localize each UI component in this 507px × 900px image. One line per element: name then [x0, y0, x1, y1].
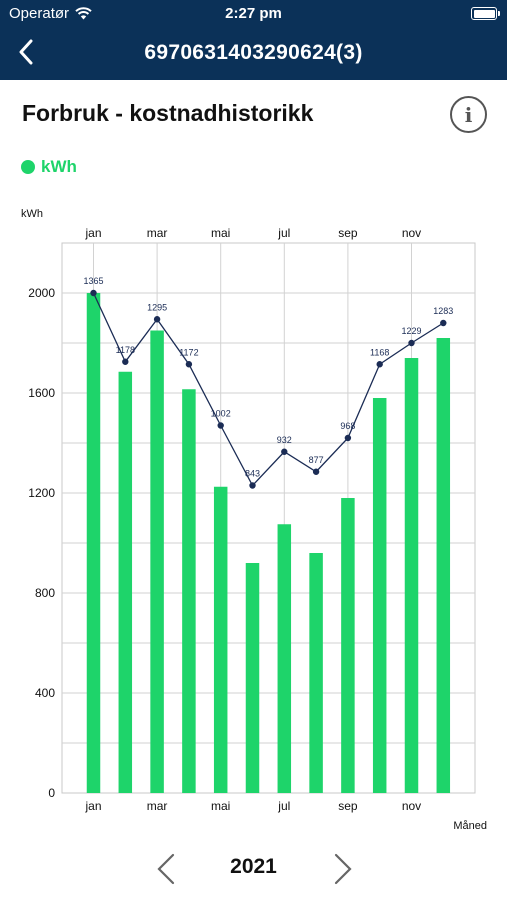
x-tick-label-bottom: mai: [211, 799, 230, 813]
x-tick-label-bottom: jul: [277, 799, 290, 813]
data-label: 1178: [116, 345, 135, 355]
data-label: 877: [309, 455, 324, 465]
y-tick-label: 2000: [28, 286, 55, 300]
x-tick-label-top: jul: [277, 226, 290, 240]
year-label: 2021: [230, 855, 277, 878]
bar: [213, 486, 228, 793]
bar: [118, 371, 133, 793]
line-point: [217, 422, 224, 429]
line-point: [312, 468, 320, 475]
consumption-chart: kWh 0 400 800 1200 1600 2000 jan jan mar mar mai mai…: [21, 208, 487, 832]
x-tick-label-top: mar: [147, 226, 168, 240]
carrier-label: Operatør: [9, 5, 70, 22]
bar: [436, 338, 451, 793]
navigation-bar: 6970631403290624(3): [0, 30, 507, 76]
x-tick-label-bottom: jan: [84, 799, 101, 813]
data-label: 1168: [370, 347, 389, 357]
x-tick-label-top: jan: [84, 226, 101, 240]
line-point: [153, 316, 161, 323]
data-label: 1002: [211, 409, 231, 419]
bar: [150, 330, 164, 793]
status-time: 2:27 pm: [225, 5, 282, 22]
next-year-button[interactable]: [331, 852, 355, 886]
status-bar: Operatør 2:27 pm: [0, 0, 507, 28]
bar: [245, 563, 260, 793]
bar: [341, 498, 355, 793]
data-label: 1229: [401, 326, 421, 336]
plot-frame: [61, 242, 476, 794]
bar: [309, 553, 323, 793]
x-tick-label-bottom: sep: [338, 799, 358, 813]
bar: [86, 293, 101, 793]
chevron-left-icon: [19, 39, 33, 65]
year-navigator: 2021: [0, 846, 507, 890]
legend-label: kWh: [41, 157, 77, 176]
line-point: [249, 482, 256, 489]
data-label: 932: [277, 435, 292, 445]
bar: [404, 358, 419, 793]
y-tick-label: 800: [35, 586, 55, 600]
x-tick-label-top: sep: [338, 226, 358, 240]
x-tick-label-top: nov: [402, 226, 421, 240]
bar: [277, 524, 292, 793]
info-icon: i: [464, 102, 473, 127]
data-label: 1283: [433, 306, 453, 316]
line-point: [344, 434, 352, 442]
x-tick-label-bottom: mar: [147, 799, 168, 813]
data-label: 1365: [83, 276, 103, 286]
y-tick-label: 400: [35, 686, 55, 700]
bar: [182, 389, 196, 793]
nav-title: 6970631403290624(3): [144, 41, 363, 64]
x-axis-label: Måned: [453, 820, 487, 832]
info-button[interactable]: i: [450, 96, 487, 133]
page-title: Forbruk - kostnadhistorikk: [22, 100, 314, 126]
line-point: [440, 319, 447, 327]
carrier: Operatør: [9, 5, 92, 22]
chart-legend[interactable]: kWh: [21, 157, 77, 177]
battery-icon: [471, 7, 500, 20]
back-button[interactable]: [12, 38, 40, 66]
data-label: 1295: [147, 302, 167, 312]
line-point: [376, 361, 383, 368]
line-point: [122, 358, 129, 365]
line-point: [90, 289, 97, 297]
trend-line: [92, 292, 444, 487]
data-label: 968: [340, 421, 355, 431]
x-tick-label-top: mai: [211, 226, 230, 240]
previous-year-button[interactable]: [154, 852, 178, 886]
bar: [372, 398, 387, 793]
line-point: [185, 361, 193, 368]
y-tick-label: 1200: [28, 486, 55, 500]
top-bar: Operatør 2:27 pm 6970631403290624(3): [0, 0, 507, 80]
x-tick-label-bottom: nov: [402, 799, 421, 813]
y-tick-label: 0: [48, 786, 55, 800]
y-axis-label: kWh: [21, 208, 43, 220]
legend-swatch: [21, 160, 35, 174]
data-label: 1172: [179, 347, 198, 357]
y-tick-label: 1600: [28, 386, 55, 400]
line-point: [408, 339, 415, 347]
wifi-icon: [75, 7, 92, 20]
data-label: 843: [245, 469, 260, 479]
line-point: [281, 448, 288, 455]
